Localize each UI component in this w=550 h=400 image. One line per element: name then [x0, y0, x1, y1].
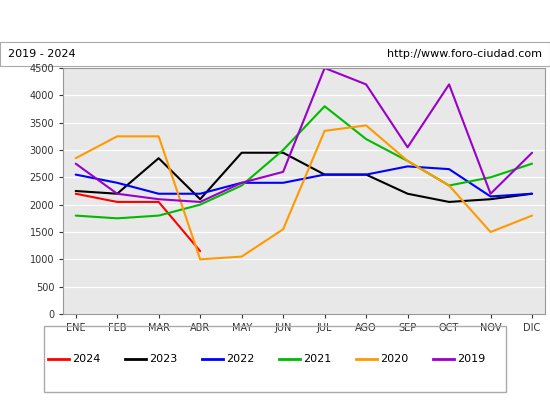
Text: 2022: 2022 — [227, 354, 255, 364]
Text: Evolucion Nº Turistas Nacionales en el municipio de Torija: Evolucion Nº Turistas Nacionales en el m… — [64, 14, 486, 28]
Text: 2020: 2020 — [381, 354, 409, 364]
Text: 2023: 2023 — [150, 354, 178, 364]
Text: http://www.foro-ciudad.com: http://www.foro-ciudad.com — [387, 49, 542, 59]
Text: 2019 - 2024: 2019 - 2024 — [8, 49, 76, 59]
Text: 2024: 2024 — [73, 354, 101, 364]
Text: 2019: 2019 — [458, 354, 486, 364]
Text: 2021: 2021 — [304, 354, 332, 364]
